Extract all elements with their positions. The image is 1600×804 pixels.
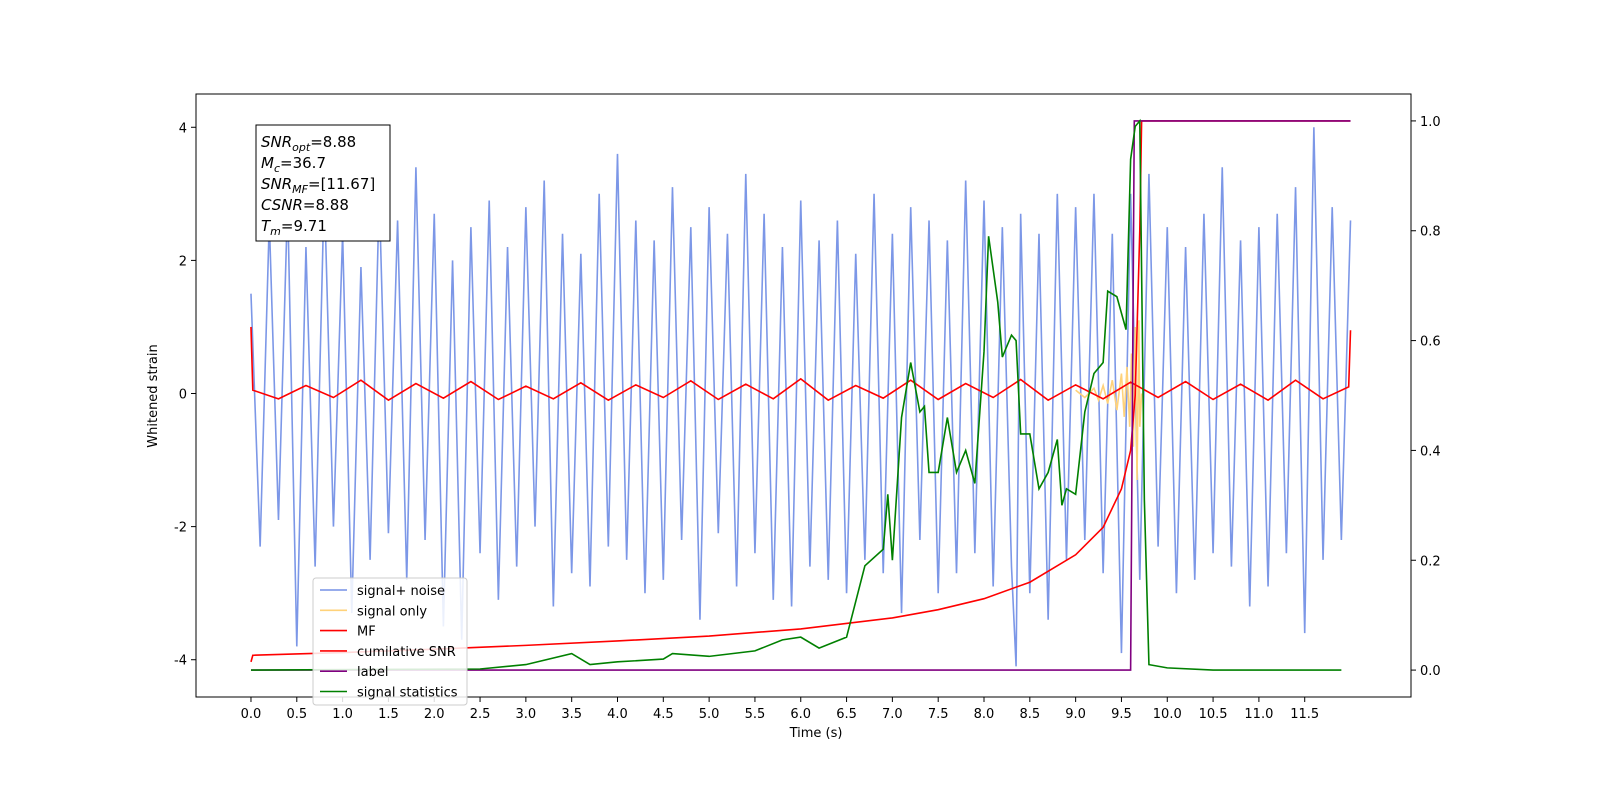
y-tick-label: 2 bbox=[179, 254, 187, 269]
line-series bbox=[250, 120, 1351, 671]
annotation-line: CSNR=8.88 bbox=[261, 196, 349, 214]
x-tick-label: 5.0 bbox=[699, 707, 720, 722]
annotation-value: =8.88 bbox=[310, 133, 356, 151]
annotation-line: Tm=9.71 bbox=[261, 217, 327, 238]
annotation-subscript: opt bbox=[292, 141, 311, 154]
x-tick-label: 9.0 bbox=[1065, 707, 1086, 722]
x-tick-label: 2.5 bbox=[470, 707, 491, 722]
x-tick-label: 3.0 bbox=[516, 707, 537, 722]
x-tick-label: 7.5 bbox=[928, 707, 949, 722]
annotation-line: Mc=36.7 bbox=[261, 154, 326, 175]
x-tick-label: 6.5 bbox=[836, 707, 857, 722]
annotation-frame bbox=[255, 124, 391, 242]
annotation-value: =9.71 bbox=[281, 217, 327, 235]
frame bbox=[195, 93, 1412, 698]
x-tick-label: 9.5 bbox=[1111, 707, 1132, 722]
annotation-subscript: m bbox=[270, 225, 281, 238]
x-tick-label: 0.5 bbox=[286, 707, 307, 722]
x-axis-label: Time (s) bbox=[789, 726, 843, 741]
x-tick-label: 4.0 bbox=[607, 707, 628, 722]
annotation-symbol: SNR bbox=[261, 133, 292, 151]
y2-tick-label: 1.0 bbox=[1420, 115, 1441, 130]
annotation-line: SNRMF=[11.67] bbox=[261, 175, 375, 196]
x-tick-label: 11.0 bbox=[1244, 707, 1273, 722]
legend-frame bbox=[312, 577, 468, 706]
line-series bbox=[1075, 320, 1143, 481]
x-tick-label: 6.0 bbox=[790, 707, 811, 722]
y-axis-label: Whitened strain bbox=[146, 344, 161, 447]
annotation-symbol: SNR bbox=[261, 175, 292, 193]
annotation-symbol: CSNR bbox=[261, 196, 303, 214]
y2-tick-label: 0.6 bbox=[1420, 335, 1441, 350]
x-tick-label: 8.5 bbox=[1019, 707, 1040, 722]
annotation-value: =[11.67] bbox=[308, 175, 375, 193]
x-tick-label: 1.5 bbox=[378, 707, 399, 722]
y2-tick-label: 0.0 bbox=[1420, 664, 1441, 679]
y2-tick-label: 0.2 bbox=[1420, 554, 1441, 569]
annotation-subscript: c bbox=[274, 162, 280, 175]
annotation-value: =8.88 bbox=[303, 196, 349, 214]
annotation-subscript: MF bbox=[292, 183, 308, 196]
legend-label: signal statistics bbox=[357, 686, 458, 701]
x-tick-label: 0.0 bbox=[241, 707, 262, 722]
x-tick-label: 10.0 bbox=[1153, 707, 1182, 722]
x-tick-label: 10.5 bbox=[1199, 707, 1228, 722]
legend-label: signal only bbox=[357, 604, 427, 619]
y2-tick-label: 0.4 bbox=[1420, 444, 1441, 459]
line-series bbox=[250, 127, 1352, 667]
x-tick-label: 2.0 bbox=[424, 707, 445, 722]
legend-label: signal+ noise bbox=[357, 584, 445, 599]
x-tick-label: 8.0 bbox=[974, 707, 995, 722]
x-tick-label: 4.5 bbox=[653, 707, 674, 722]
x-tick-label: 1.0 bbox=[332, 707, 353, 722]
line-series bbox=[250, 118, 1342, 671]
y2-tick-label: 0.8 bbox=[1420, 225, 1441, 240]
line-series bbox=[250, 326, 1352, 402]
y-tick-label: -4 bbox=[174, 654, 187, 669]
annotation-symbol: M bbox=[261, 154, 274, 172]
x-tick-label: 5.5 bbox=[745, 707, 766, 722]
annotation-box: SNRopt=8.88Mc=36.7SNRMF=[11.67]CSNR=8.88… bbox=[255, 124, 391, 242]
x-tick-label: 11.5 bbox=[1290, 707, 1319, 722]
legend-label: MF bbox=[357, 625, 376, 640]
legend-label: label bbox=[357, 665, 388, 680]
annotation-value: =36.7 bbox=[280, 154, 326, 172]
legend-label: cumilative SNR bbox=[357, 645, 456, 660]
legend: signal+ noise signal only MF cumilative SNR… bbox=[312, 577, 468, 706]
annotation-line: SNRopt=8.88 bbox=[261, 133, 356, 154]
annotation-symbol: T bbox=[261, 217, 272, 235]
y-tick-label: 0 bbox=[179, 388, 187, 403]
y-tick-label: 4 bbox=[179, 121, 187, 136]
y-tick-label: -2 bbox=[174, 521, 187, 536]
x-tick-label: 7.0 bbox=[882, 707, 903, 722]
x-tick-label: 3.5 bbox=[561, 707, 582, 722]
